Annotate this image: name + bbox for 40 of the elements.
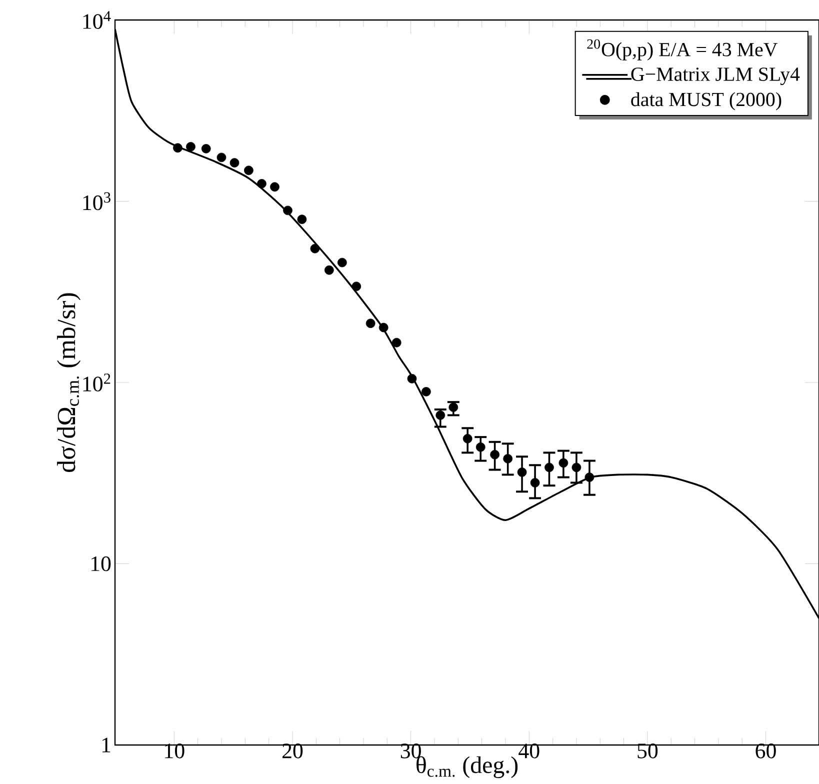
point	[584, 472, 594, 482]
y-tick-label: 10	[91, 556, 111, 572]
point	[366, 318, 376, 328]
point	[572, 462, 582, 472]
point	[352, 282, 362, 292]
point	[337, 258, 347, 268]
legend-title: $^{20}$O(p,p) E/A = 43 MeV	[587, 39, 778, 60]
point	[392, 338, 402, 348]
y-tick-label: 10$^{3}$	[83, 192, 110, 210]
point	[407, 374, 417, 384]
y-axis-title: dσ/dΩ$_{c.m.}$ (mb/sr)	[57, 293, 81, 472]
point	[201, 144, 211, 154]
point	[462, 434, 472, 444]
legend-label: G−Matrix JLM SLy4	[631, 68, 800, 86]
point	[257, 179, 266, 188]
point	[297, 214, 307, 224]
point	[216, 152, 226, 162]
point	[490, 450, 500, 460]
point	[378, 322, 388, 332]
point	[270, 182, 280, 192]
point	[186, 142, 196, 152]
y-tick-label: 1	[102, 738, 110, 752]
x-axis-title: θ$_{c.m.}$ (deg.)	[416, 756, 518, 778]
point	[476, 442, 486, 452]
point	[230, 158, 240, 168]
point	[517, 468, 527, 477]
point	[244, 166, 254, 176]
point	[544, 462, 554, 472]
point	[530, 478, 540, 488]
point	[503, 454, 513, 464]
point	[283, 206, 292, 216]
point	[310, 244, 320, 254]
point	[324, 265, 334, 275]
point	[558, 458, 568, 468]
y-tick-label: 10$^{2}$	[83, 374, 110, 392]
point	[173, 143, 182, 153]
point	[422, 386, 431, 396]
y-tick-label: 10$^{4}$	[83, 11, 111, 29]
legend-label: data MUST (2000)	[631, 92, 782, 110]
point	[448, 402, 458, 412]
